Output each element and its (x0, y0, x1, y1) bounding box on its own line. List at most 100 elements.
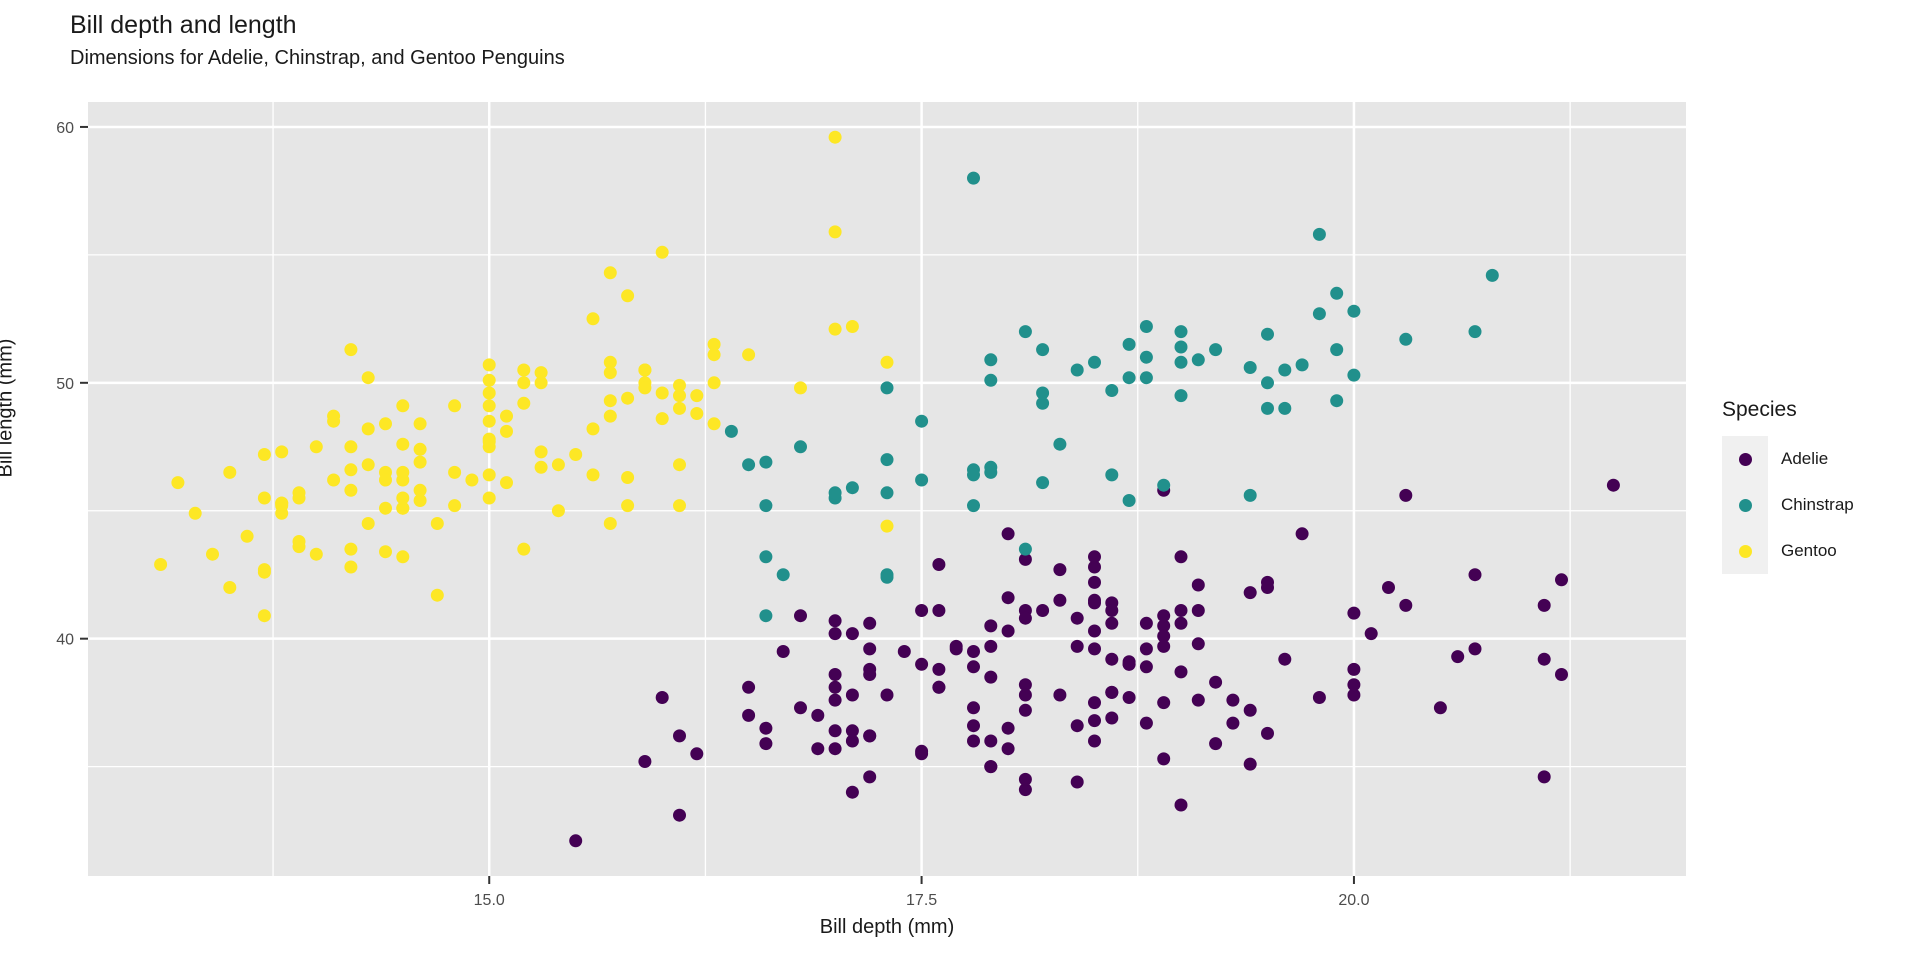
data-point-adelie (1088, 714, 1101, 728)
data-point-adelie (1555, 668, 1568, 681)
data-point-gentoo (448, 465, 462, 479)
data-point-chinstrap (1088, 355, 1101, 369)
x-tick-label: 17.5 (906, 892, 937, 909)
data-point-gentoo (257, 609, 271, 623)
legend-label-chinstrap: Chinstrap (1781, 495, 1854, 514)
data-point-adelie (863, 616, 877, 630)
data-point-adelie (1295, 527, 1309, 541)
data-point-gentoo (171, 476, 185, 490)
data-point-adelie (984, 734, 998, 748)
data-point-adelie (863, 668, 877, 681)
data-point-adelie (794, 609, 807, 623)
data-point-adelie (1018, 611, 1032, 625)
data-point-gentoo (309, 440, 323, 454)
data-point-adelie (569, 834, 583, 848)
data-point-adelie (828, 693, 842, 707)
data-point-gentoo (500, 409, 513, 423)
data-point-chinstrap (1036, 343, 1050, 357)
data-point-adelie (1174, 616, 1188, 630)
data-point-adelie (1105, 685, 1119, 699)
data-point-adelie (1018, 688, 1032, 702)
data-point-chinstrap (1105, 384, 1119, 397)
data-point-adelie (863, 770, 877, 784)
data-point-adelie (1139, 660, 1153, 674)
data-point-adelie (1053, 563, 1067, 577)
data-point-chinstrap (759, 609, 773, 623)
data-point-gentoo (413, 455, 427, 469)
data-point-gentoo (223, 465, 237, 479)
data-point-chinstrap (1070, 363, 1084, 377)
data-point-gentoo (880, 355, 894, 369)
data-point-gentoo (517, 396, 531, 410)
data-point-chinstrap (1122, 371, 1136, 385)
data-point-chinstrap (1122, 337, 1136, 351)
data-point-gentoo (638, 363, 652, 377)
data-point-gentoo (482, 440, 496, 454)
data-point-adelie (1088, 734, 1101, 748)
data-point-adelie (1001, 624, 1015, 638)
adelie-point-icon (1738, 452, 1752, 466)
data-point-adelie (967, 645, 980, 658)
data-point-adelie (1555, 573, 1568, 587)
data-point-adelie (1191, 578, 1205, 592)
data-point-adelie (1018, 703, 1032, 717)
data-point-gentoo (482, 491, 496, 505)
data-point-gentoo (413, 494, 427, 507)
data-point-chinstrap (1312, 307, 1326, 321)
data-point-chinstrap (1347, 368, 1361, 382)
x-tick-label: 20.0 (1338, 892, 1369, 909)
data-point-gentoo (413, 483, 427, 497)
data-point-adelie (932, 558, 946, 571)
data-point-adelie (1070, 719, 1084, 733)
data-point-gentoo (448, 399, 462, 413)
data-point-adelie (1088, 642, 1101, 656)
data-point-adelie (1122, 657, 1136, 671)
data-point-gentoo (275, 445, 289, 459)
data-point-adelie (690, 747, 704, 761)
data-point-gentoo (655, 245, 669, 259)
data-point-gentoo (638, 381, 652, 395)
data-point-chinstrap (794, 440, 807, 454)
chart-title: Bill depth and length (70, 11, 297, 39)
data-point-adelie (1347, 678, 1361, 692)
data-point-chinstrap (984, 373, 998, 387)
data-point-chinstrap (776, 568, 790, 582)
data-point-adelie (1001, 721, 1015, 735)
data-point-gentoo (344, 483, 358, 497)
data-point-chinstrap (1295, 358, 1309, 372)
data-point-chinstrap (759, 499, 773, 513)
data-point-adelie (845, 688, 859, 702)
data-point-adelie (1347, 662, 1361, 676)
data-point-gentoo (379, 501, 392, 515)
data-point-adelie (742, 680, 756, 694)
data-point-chinstrap (742, 458, 756, 472)
data-point-gentoo (621, 391, 635, 405)
data-point-adelie (1364, 627, 1378, 641)
data-point-gentoo (430, 588, 444, 602)
data-point-adelie (967, 701, 980, 715)
chart-subtitle: Dimensions for Adelie, Chinstrap, and Ge… (70, 47, 565, 69)
data-point-adelie (863, 729, 877, 743)
data-point-adelie (1105, 711, 1119, 725)
data-point-adelie (1018, 552, 1032, 566)
data-point-gentoo (673, 401, 686, 415)
data-point-adelie (1468, 642, 1482, 656)
data-point-gentoo (154, 558, 168, 571)
data-point-adelie (1157, 639, 1171, 653)
data-point-chinstrap (880, 486, 894, 500)
data-point-adelie (1001, 591, 1015, 605)
data-point-adelie (880, 688, 894, 702)
data-point-gentoo (292, 535, 306, 548)
data-point-adelie (1399, 488, 1413, 502)
data-point-gentoo (482, 468, 496, 482)
data-point-gentoo (482, 373, 496, 387)
data-point-chinstrap (1485, 268, 1499, 282)
data-point-adelie (759, 737, 773, 751)
data-point-adelie (1070, 611, 1084, 625)
data-point-adelie (1191, 637, 1205, 651)
gentoo-point-icon (1738, 544, 1752, 558)
data-point-adelie (897, 645, 911, 658)
data-point-adelie (1139, 616, 1153, 630)
data-point-gentoo (413, 417, 427, 431)
